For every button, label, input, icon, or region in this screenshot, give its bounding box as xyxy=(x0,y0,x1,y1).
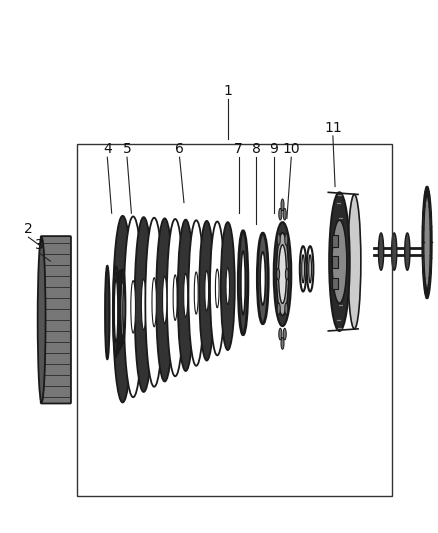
Ellipse shape xyxy=(156,219,173,382)
Ellipse shape xyxy=(38,237,46,402)
Ellipse shape xyxy=(281,199,284,211)
Bar xyxy=(332,278,338,289)
Ellipse shape xyxy=(405,233,410,270)
Ellipse shape xyxy=(283,328,286,340)
Text: 6: 6 xyxy=(175,142,184,156)
Ellipse shape xyxy=(285,233,288,245)
Ellipse shape xyxy=(277,303,280,314)
Ellipse shape xyxy=(167,219,184,376)
Ellipse shape xyxy=(378,233,384,270)
Text: 5: 5 xyxy=(123,142,131,156)
Ellipse shape xyxy=(422,187,432,298)
Ellipse shape xyxy=(184,273,188,317)
Ellipse shape xyxy=(120,282,125,336)
Text: 11: 11 xyxy=(324,121,342,135)
Text: 7: 7 xyxy=(234,142,243,156)
Ellipse shape xyxy=(329,192,350,331)
Ellipse shape xyxy=(178,220,194,371)
Bar xyxy=(77,144,392,496)
Ellipse shape xyxy=(281,337,284,349)
Ellipse shape xyxy=(302,255,304,282)
Ellipse shape xyxy=(307,246,314,292)
Text: 3: 3 xyxy=(35,238,44,252)
Ellipse shape xyxy=(276,233,289,316)
Ellipse shape xyxy=(210,222,225,356)
Ellipse shape xyxy=(131,281,135,333)
Ellipse shape xyxy=(285,268,288,280)
Ellipse shape xyxy=(113,216,132,402)
Ellipse shape xyxy=(257,233,268,324)
Ellipse shape xyxy=(226,268,230,305)
FancyBboxPatch shape xyxy=(41,236,71,403)
Ellipse shape xyxy=(277,268,279,280)
Ellipse shape xyxy=(300,246,307,292)
Ellipse shape xyxy=(162,276,167,324)
Ellipse shape xyxy=(188,220,204,366)
Ellipse shape xyxy=(279,245,286,303)
Ellipse shape xyxy=(241,251,245,314)
Text: 10: 10 xyxy=(283,142,300,156)
Ellipse shape xyxy=(285,303,288,314)
Ellipse shape xyxy=(332,220,347,303)
Ellipse shape xyxy=(134,217,153,392)
Ellipse shape xyxy=(145,218,163,387)
Bar xyxy=(332,235,338,247)
Ellipse shape xyxy=(279,208,282,220)
Ellipse shape xyxy=(221,222,235,350)
Ellipse shape xyxy=(392,233,397,270)
Ellipse shape xyxy=(274,222,291,326)
Bar xyxy=(332,256,338,268)
Text: 1: 1 xyxy=(223,84,232,98)
Ellipse shape xyxy=(260,252,265,305)
Ellipse shape xyxy=(205,270,208,311)
Ellipse shape xyxy=(283,208,286,220)
Ellipse shape xyxy=(279,328,282,340)
Ellipse shape xyxy=(113,266,119,354)
Ellipse shape xyxy=(173,275,177,320)
Ellipse shape xyxy=(141,279,146,330)
Ellipse shape xyxy=(309,255,311,282)
Ellipse shape xyxy=(105,266,110,359)
Ellipse shape xyxy=(194,272,198,314)
Text: 8: 8 xyxy=(252,142,261,156)
Ellipse shape xyxy=(124,216,142,397)
Text: 2: 2 xyxy=(24,222,33,236)
Ellipse shape xyxy=(238,231,248,335)
Text: 9: 9 xyxy=(269,142,278,156)
Text: 4: 4 xyxy=(103,142,112,156)
Ellipse shape xyxy=(152,278,156,327)
Ellipse shape xyxy=(114,279,118,343)
Ellipse shape xyxy=(348,195,361,329)
Ellipse shape xyxy=(199,221,214,360)
Ellipse shape xyxy=(215,269,219,308)
Ellipse shape xyxy=(424,196,430,289)
Ellipse shape xyxy=(277,233,280,245)
